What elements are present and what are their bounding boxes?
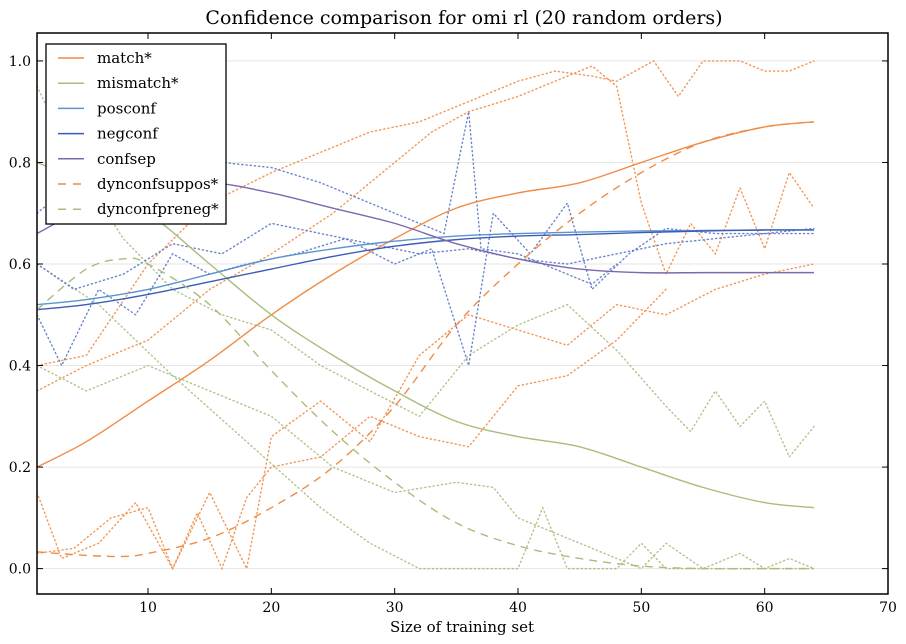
y-tick-label: 0.4 [9,359,31,375]
x-tick-label: 10 [139,600,157,616]
axis-ticks: 10 20 30 40 50 60 70 0.0 0.2 0.4 0.6 0.8 1.0 [9,33,897,616]
y-tick-label: 0.0 [9,562,31,578]
x-tick-label: 70 [879,600,897,616]
legend-label: dynconfsuppos* [97,175,219,193]
legend-label: negconf [97,125,159,143]
chart-title: Confidence comparison for omi rl (20 ran… [205,7,722,29]
legend-label: match* [97,49,152,67]
y-tick-label: 1.0 [9,54,31,70]
match-trace-2 [37,65,815,392]
x-tick-label: 40 [509,600,527,616]
conf-trace-2 [37,201,815,368]
x-tick-label: 30 [386,600,404,616]
legend-label: posconf [97,99,157,117]
plot-frame [36,32,889,595]
x-tick-label: 50 [632,600,650,616]
y-tick-label: 0.2 [9,460,31,476]
mismatch-trace-2 [37,364,815,570]
y-tick-label: 0.6 [9,257,31,273]
series-dynconfpreneg-star [37,257,814,570]
match-trace-3 [37,263,815,571]
y-tick-label: 0.8 [9,155,31,171]
match-trace-1 [37,60,815,367]
series-match-star [37,121,815,468]
mismatch-trace-3 [37,263,815,570]
legend-label: mismatch* [97,74,179,92]
series-dynconfsuppos-star [37,121,815,558]
series-negconf [37,229,815,311]
legend-label: confsep [97,150,156,168]
conf-trace-1 [37,111,618,286]
x-tick-label: 60 [756,600,774,616]
match-trace-4 [37,288,667,571]
legend-label: dynconfpreneg* [97,200,219,218]
x-axis-label: Size of training set [390,618,534,636]
conf-trace-3 [37,222,815,291]
legend: match* mismatch* posconf negconf confsep dync… [45,43,227,225]
mismatch-trace-1 [37,85,815,459]
x-tick-label: 20 [262,600,280,616]
